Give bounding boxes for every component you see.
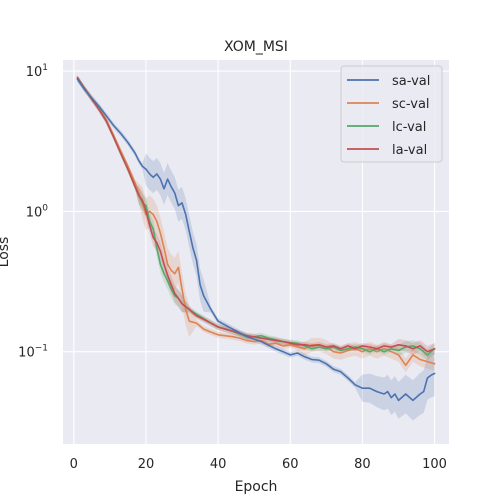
chart-title: XOM_MSI — [224, 39, 288, 55]
axis-ticks: 0 20 40 60 80 100 101 100 10−1 — [18, 63, 447, 472]
series-lines — [76, 76, 436, 402]
x-tick-label: 0 — [70, 457, 78, 472]
x-tick-label: 80 — [354, 457, 371, 472]
y-tick-label: 10−1 — [18, 344, 48, 361]
y-tick-label: 101 — [26, 63, 48, 80]
legend-label: sc-val — [392, 97, 430, 112]
x-tick-label: 40 — [210, 457, 227, 472]
x-tick-label: 100 — [422, 457, 447, 472]
x-axis-label: Epoch — [235, 479, 278, 495]
x-tick-label: 20 — [138, 457, 155, 472]
y-axis-label: Loss — [0, 237, 12, 268]
legend: sa-val sc-val lc-val la-val — [340, 65, 443, 163]
series-line-sa-val — [76, 78, 436, 402]
legend-label: sa-val — [392, 74, 430, 89]
series-line-sc-val — [76, 78, 436, 367]
x-tick-label: 60 — [282, 457, 299, 472]
series-band-sa-val — [77, 75, 435, 421]
y-tick-label: 100 — [26, 203, 49, 220]
series-line-la-val — [76, 76, 436, 353]
legend-box — [340, 65, 443, 163]
legend-label: la-val — [392, 143, 427, 158]
legend-label: lc-val — [392, 120, 426, 135]
